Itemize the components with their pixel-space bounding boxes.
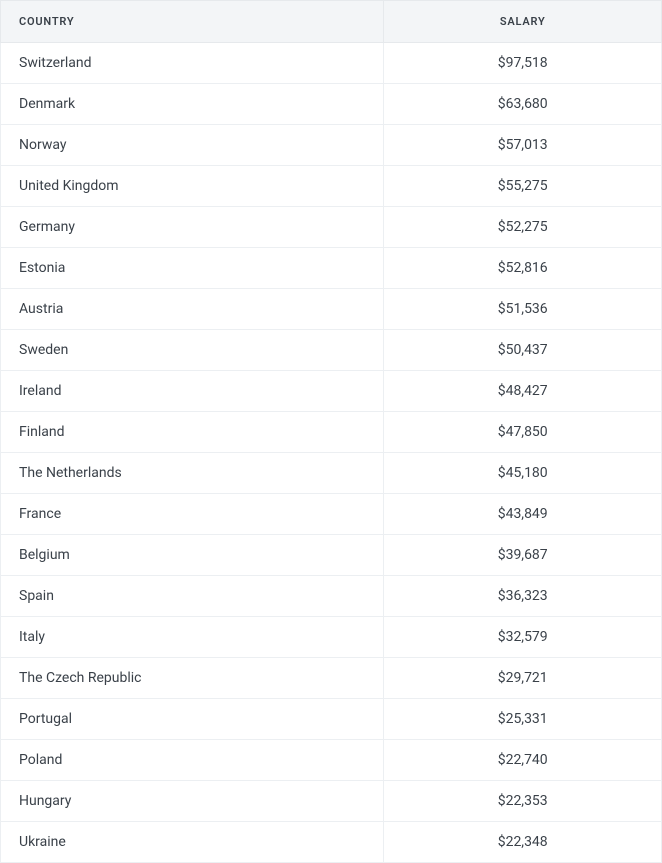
country-cell: Belgium <box>1 535 384 576</box>
table-row: United Kingdom$55,275 <box>1 166 662 207</box>
salary-cell: $50,437 <box>384 330 662 371</box>
salary-cell: $51,536 <box>384 289 662 330</box>
table-row: Denmark$63,680 <box>1 84 662 125</box>
table-row: Switzerland$97,518 <box>1 43 662 84</box>
country-cell: France <box>1 494 384 535</box>
table-row: France$43,849 <box>1 494 662 535</box>
table-row: Portugal$25,331 <box>1 699 662 740</box>
salary-cell: $52,275 <box>384 207 662 248</box>
salary-cell: $22,740 <box>384 740 662 781</box>
column-header-salary: SALARY <box>384 1 662 43</box>
table-row: Hungary$22,353 <box>1 781 662 822</box>
country-cell: Hungary <box>1 781 384 822</box>
salary-cell: $47,850 <box>384 412 662 453</box>
country-cell: Switzerland <box>1 43 384 84</box>
salary-table: COUNTRY SALARY Switzerland$97,518 Denmar… <box>0 0 662 863</box>
country-cell: The Netherlands <box>1 453 384 494</box>
country-cell: Italy <box>1 617 384 658</box>
table-body: Switzerland$97,518 Denmark$63,680 Norway… <box>1 43 662 863</box>
table-row: Germany$52,275 <box>1 207 662 248</box>
table-row: Poland$22,740 <box>1 740 662 781</box>
country-cell: Spain <box>1 576 384 617</box>
country-cell: Germany <box>1 207 384 248</box>
salary-cell: $22,348 <box>384 822 662 863</box>
salary-cell: $63,680 <box>384 84 662 125</box>
table-row: Italy$32,579 <box>1 617 662 658</box>
salary-cell: $32,579 <box>384 617 662 658</box>
country-cell: United Kingdom <box>1 166 384 207</box>
table-row: The Czech Republic$29,721 <box>1 658 662 699</box>
table-header: COUNTRY SALARY <box>1 1 662 43</box>
country-cell: Sweden <box>1 330 384 371</box>
salary-cell: $36,323 <box>384 576 662 617</box>
table-row: Finland$47,850 <box>1 412 662 453</box>
country-cell: Estonia <box>1 248 384 289</box>
salary-cell: $55,275 <box>384 166 662 207</box>
table-row: Spain$36,323 <box>1 576 662 617</box>
table-header-row: COUNTRY SALARY <box>1 1 662 43</box>
salary-cell: $97,518 <box>384 43 662 84</box>
country-cell: Denmark <box>1 84 384 125</box>
country-cell: Finland <box>1 412 384 453</box>
column-header-country: COUNTRY <box>1 1 384 43</box>
salary-cell: $22,353 <box>384 781 662 822</box>
table-row: Austria$51,536 <box>1 289 662 330</box>
salary-cell: $25,331 <box>384 699 662 740</box>
table-row: Belgium$39,687 <box>1 535 662 576</box>
salary-cell: $45,180 <box>384 453 662 494</box>
table-row: The Netherlands$45,180 <box>1 453 662 494</box>
table-row: Ireland$48,427 <box>1 371 662 412</box>
salary-cell: $52,816 <box>384 248 662 289</box>
table-row: Ukraine$22,348 <box>1 822 662 863</box>
table-row: Estonia$52,816 <box>1 248 662 289</box>
country-cell: Ireland <box>1 371 384 412</box>
country-cell: Portugal <box>1 699 384 740</box>
country-cell: The Czech Republic <box>1 658 384 699</box>
country-cell: Norway <box>1 125 384 166</box>
country-cell: Austria <box>1 289 384 330</box>
salary-cell: $29,721 <box>384 658 662 699</box>
salary-cell: $57,013 <box>384 125 662 166</box>
country-cell: Ukraine <box>1 822 384 863</box>
salary-cell: $39,687 <box>384 535 662 576</box>
salary-cell: $48,427 <box>384 371 662 412</box>
salary-cell: $43,849 <box>384 494 662 535</box>
country-cell: Poland <box>1 740 384 781</box>
table-row: Sweden$50,437 <box>1 330 662 371</box>
table-row: Norway$57,013 <box>1 125 662 166</box>
